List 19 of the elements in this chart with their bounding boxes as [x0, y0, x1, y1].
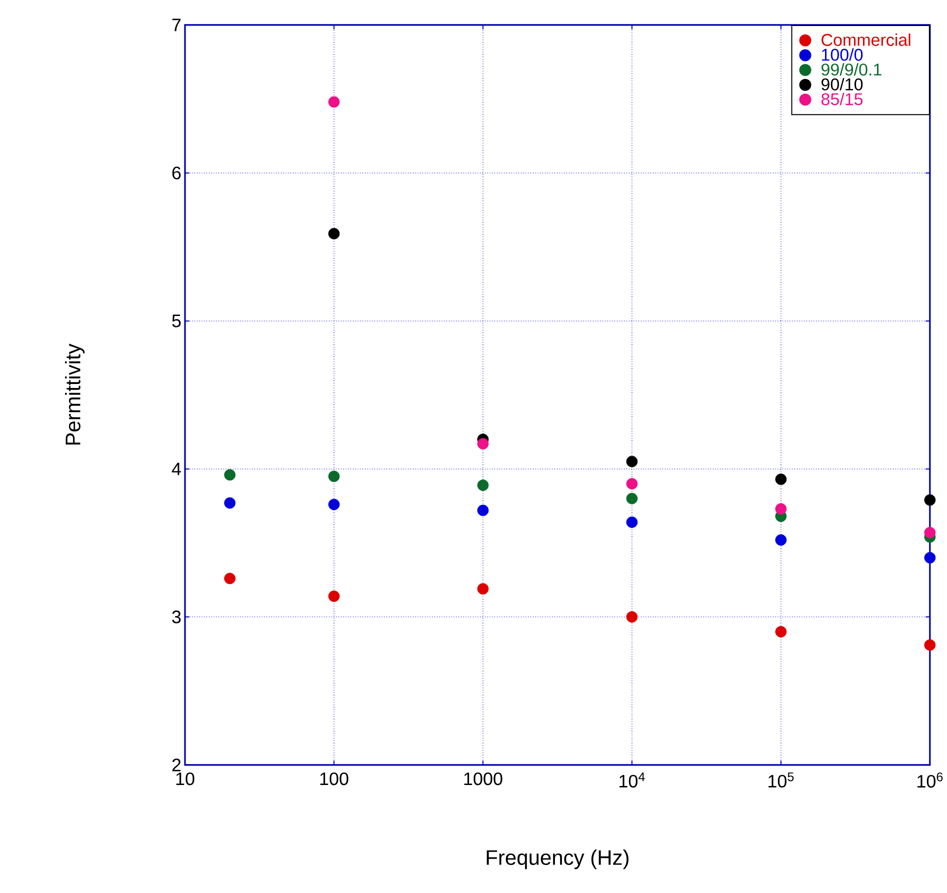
- y-tick-label: 4: [172, 462, 181, 476]
- x-tick-label: 10: [176, 772, 194, 786]
- y-tick-label: 5: [172, 314, 181, 328]
- x-tick-label: 10$^{4}$: [620, 772, 645, 788]
- x-tick-label: 1000: [464, 772, 502, 786]
- y-tick-label: 2: [172, 758, 181, 772]
- legend-label: Commercial: [822, 34, 910, 46]
- x-axis-title: Frequency (Hz): [486, 850, 628, 870]
- y-tick-label: 3: [172, 610, 181, 624]
- legend-label: 85/15: [821, 92, 863, 106]
- y-tick-label: 6: [172, 166, 181, 180]
- legend-label: 99/9/0.1: [822, 63, 882, 76]
- y-tick-label: 7: [172, 18, 181, 32]
- y-axis-title: Permittivity: [65, 344, 85, 445]
- x-tick-label: 10$^{6}$: [918, 772, 943, 788]
- legend-label: 90/10: [822, 78, 863, 90]
- x-tick-label: 10$^{5}$: [768, 772, 794, 788]
- legend-label: 100/0: [822, 48, 863, 61]
- x-tick-label: 100: [320, 772, 348, 786]
